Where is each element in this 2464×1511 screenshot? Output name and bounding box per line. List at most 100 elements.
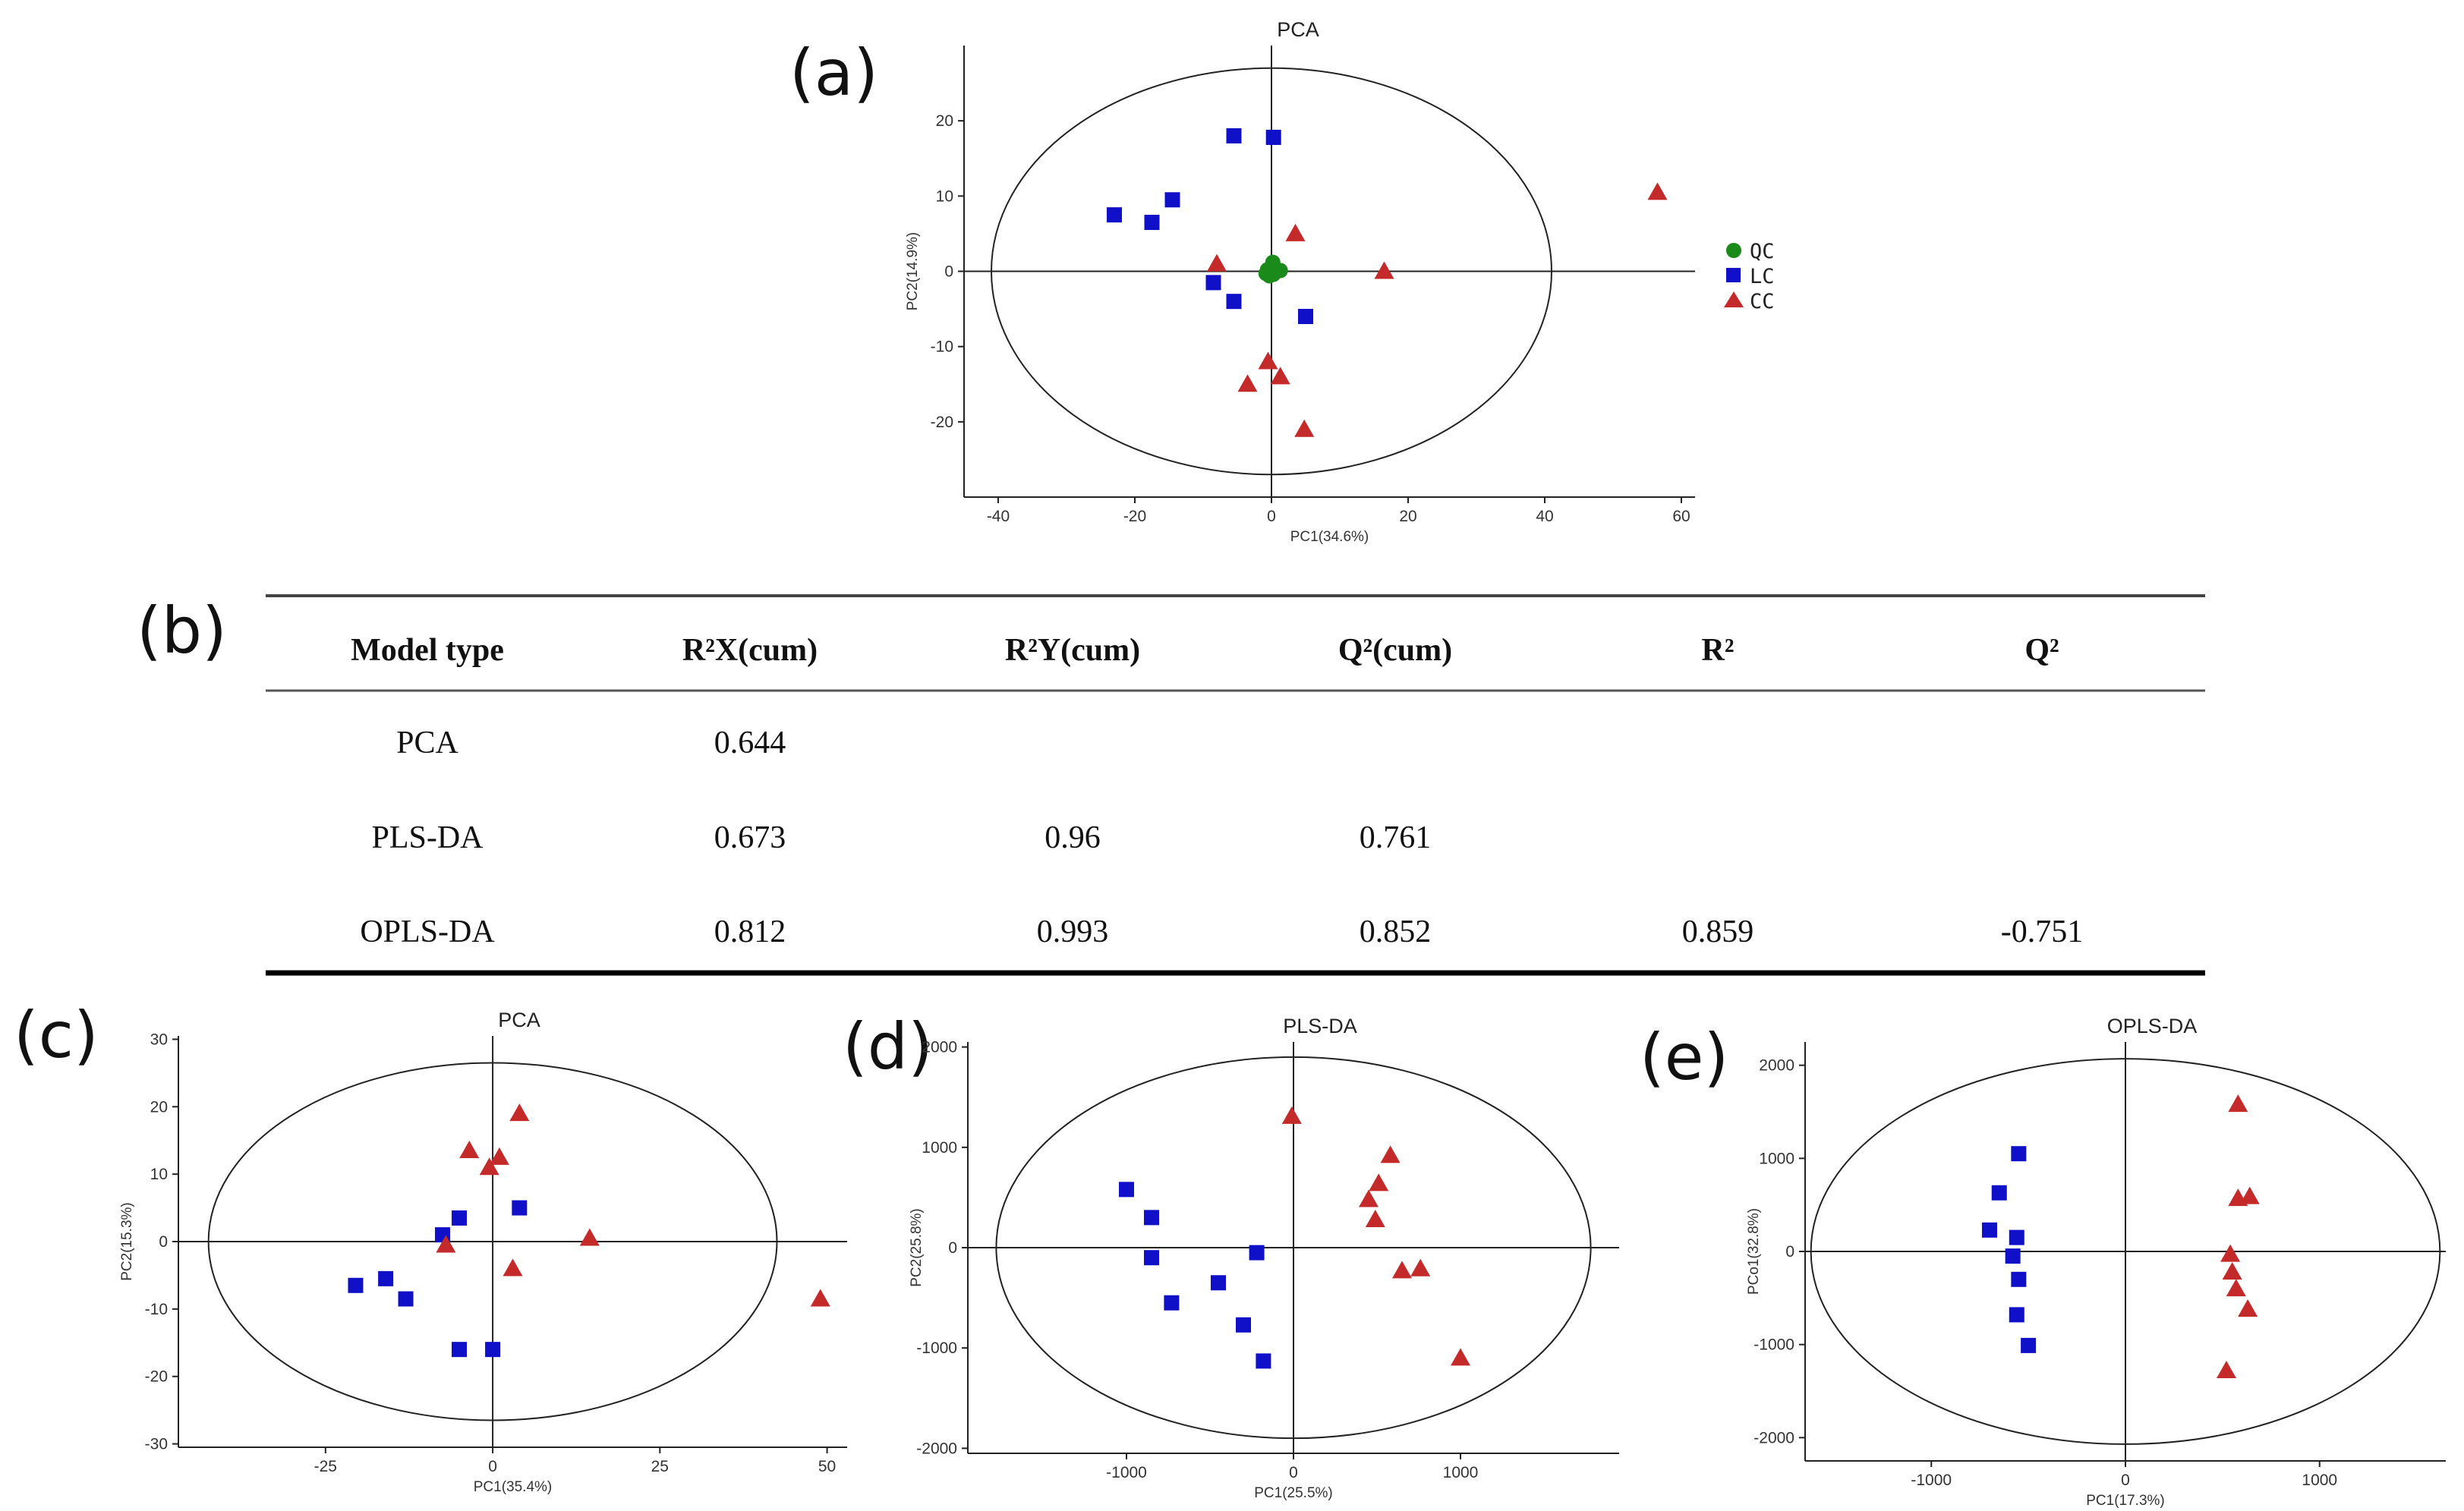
x-tick-label: 1000 (2302, 1472, 2337, 1489)
point-cc (2220, 1244, 2241, 1262)
plsda-score-plot-d: -1000 0 1000 2000 1000 0 -1000 -2000 PLS-DA PC1(2… (909, 1015, 1619, 1501)
panel-label-d: (d) (843, 1009, 933, 1084)
y-tick-label: 20 (150, 1098, 168, 1116)
legend-label-lc: LC (1750, 265, 1775, 288)
y-tick-label: 0 (1785, 1243, 1794, 1261)
point-cc (1365, 1209, 1385, 1227)
point-lc (1249, 1245, 1265, 1261)
y-tick-label: 20 (936, 112, 953, 130)
table-header: Model type (351, 633, 504, 668)
point-cc (436, 1235, 456, 1253)
point-cc (2238, 1299, 2258, 1317)
point-lc (512, 1200, 528, 1216)
x-tick-label: 0 (1289, 1464, 1298, 1481)
legend-marker-cc (1724, 291, 1744, 307)
x-tick-label: -40 (987, 508, 1010, 525)
x-axis-label: PC1(35.4%) (474, 1479, 553, 1495)
table-cell: 0.96 (1045, 820, 1101, 855)
x-tick-label: 1000 (1443, 1464, 1479, 1481)
table-header: R²X(cum) (682, 633, 818, 668)
point-lc (1205, 275, 1221, 291)
point-lc (398, 1291, 414, 1307)
y-tick-label: -1000 (1753, 1336, 1794, 1354)
y-tick-label: 0 (948, 1239, 957, 1257)
x-tick-label: -1000 (1106, 1464, 1147, 1481)
pca-score-plot-a: -40 -20 0 20 40 60 20 10 0 -10 -20 PCA PC1(34.6%) PC2… (905, 18, 1695, 545)
point-cc (1392, 1261, 1412, 1279)
table-cell: OPLS-DA (360, 914, 495, 949)
point-lc (452, 1210, 468, 1226)
point-cc (1294, 419, 1315, 437)
point-cc (810, 1289, 830, 1307)
point-lc (1991, 1185, 2007, 1201)
point-cc (1374, 261, 1394, 279)
legend-marker-qc (1726, 243, 1741, 258)
table-cell: 0.859 (1682, 914, 1754, 949)
hotelling-t2-ellipse (1810, 1058, 2441, 1445)
y-tick-label: 2000 (922, 1039, 957, 1056)
point-lc (348, 1277, 364, 1293)
x-tick-label: -1000 (1911, 1472, 1952, 1489)
point-lc (378, 1270, 394, 1286)
point-lc (1144, 1250, 1159, 1266)
table-header: Q²(cum) (1338, 633, 1452, 668)
panel-label-e: (e) (1640, 1020, 1728, 1094)
point-qc (1264, 259, 1279, 275)
point-cc (1369, 1173, 1389, 1191)
point-cc (1380, 1145, 1401, 1163)
point-cc (1647, 182, 1668, 200)
x-tick-label: 20 (1399, 508, 1416, 525)
point-cc (1281, 1106, 1302, 1124)
point-cc (1237, 374, 1258, 392)
point-lc (1226, 128, 1242, 143)
panel-label-c: (c) (14, 998, 99, 1072)
y-tick-label: 0 (159, 1233, 168, 1251)
y-tick-label: 0 (944, 263, 953, 281)
x-tick-label: 0 (488, 1458, 497, 1475)
table-cell: 0.852 (1360, 914, 1432, 949)
legend-label-qc: QC (1750, 240, 1775, 263)
point-lc (1144, 215, 1160, 231)
point-cc (2216, 1361, 2236, 1379)
y-tick-label: 1000 (1759, 1150, 1794, 1167)
oplsda-score-plot-e: -1000 0 1000 2000 1000 0 -1000 -2000 OPLS-DA PC1(… (1746, 1015, 2446, 1509)
point-cc (1451, 1348, 1470, 1366)
point-cc (1359, 1189, 1379, 1207)
panel-label-b: (b) (137, 593, 227, 668)
pca-score-plot-c: -25 0 25 50 30 20 10 0 -10 -20 -30 PCA PC1(35.4%) PC2… (119, 1009, 847, 1495)
point-lc (1256, 1353, 1271, 1369)
x-tick-label: 0 (1267, 508, 1276, 525)
chart-title: PLS-DA (1283, 1015, 1357, 1037)
table-header: R²Y(cum) (1005, 633, 1140, 668)
y-axis-label: PCo1(32.8%) (1746, 1208, 1762, 1295)
point-cc (2226, 1279, 2246, 1297)
point-cc (1285, 223, 1306, 241)
table-cell: PCA (396, 726, 458, 760)
point-cc (1270, 367, 1290, 385)
chart-title: PCA (1277, 18, 1319, 41)
hotelling-t2-ellipse (991, 67, 1552, 476)
hotelling-t2-ellipse (207, 1062, 778, 1421)
legend: QC LC CC (1724, 240, 1775, 313)
point-cc (489, 1147, 509, 1165)
point-cc (1207, 253, 1227, 272)
y-tick-label: -30 (145, 1436, 168, 1453)
point-lc (1144, 1210, 1159, 1226)
point-lc (2005, 1248, 2021, 1264)
point-lc (1981, 1222, 1997, 1238)
point-lc (2011, 1271, 2027, 1287)
y-tick-label: 10 (150, 1166, 168, 1183)
chart-title: PCA (498, 1009, 540, 1031)
x-axis-label: PC1(25.5%) (1254, 1485, 1333, 1501)
table-cell: -0.751 (2001, 914, 2084, 949)
point-cc (2239, 1186, 2260, 1204)
y-tick-label: -2000 (1753, 1429, 1794, 1446)
point-lc (485, 1342, 501, 1358)
table-cell: 0.644 (714, 726, 786, 760)
point-lc (1236, 1317, 1251, 1333)
x-tick-label: 50 (818, 1458, 836, 1475)
point-lc (1226, 294, 1242, 310)
y-tick-label: -2000 (916, 1440, 957, 1457)
x-tick-label: -20 (1123, 508, 1146, 525)
